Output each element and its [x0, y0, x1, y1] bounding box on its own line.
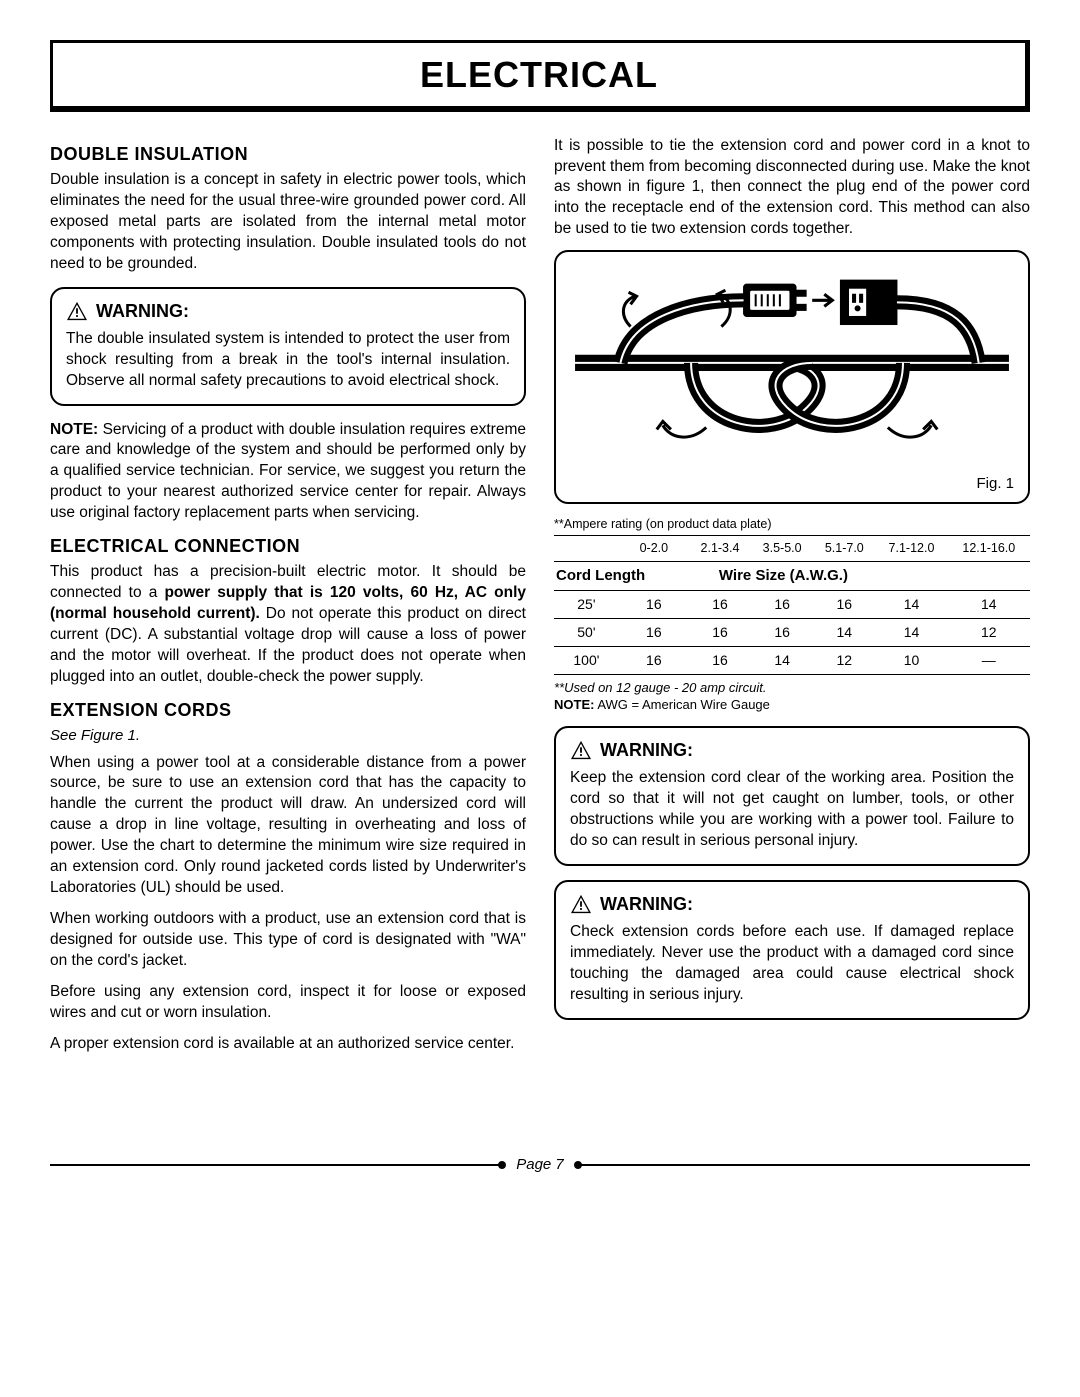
warning-icon [570, 894, 592, 914]
para-ext-4: A proper extension cord is available at … [50, 1034, 526, 1055]
content-columns: DOUBLE INSULATION Double insulation is a… [50, 136, 1030, 1065]
warning-icon [570, 740, 592, 760]
warning-box-2: WARNING: Keep the extension cord clear o… [554, 726, 1030, 866]
cord-length-header: Cord Length [554, 562, 689, 591]
page-title-box: ELECTRICAL [50, 40, 1030, 112]
table-row: 25'161616161414 [554, 591, 1030, 619]
warning-header-3: WARNING: [570, 892, 1014, 916]
figure-1-label: Fig. 1 [570, 474, 1014, 494]
warning-body-3: Check extension cords before each use. I… [570, 922, 1014, 1006]
warning-label-3: WARNING: [600, 892, 693, 916]
para-ext-3: Before using any extension cord, inspect… [50, 982, 526, 1024]
para-knot: It is possible to tie the extension cord… [554, 136, 1030, 241]
table-footnote-2: NOTE: AWG = American Wire Gauge [554, 696, 1030, 714]
warning-body-2: Keep the extension cord clear of the wor… [570, 768, 1014, 852]
table-row: 50'161616141412 [554, 619, 1030, 647]
ampere-note: **Ampere rating (on product data plate) [554, 516, 1030, 533]
wire-size-table: 0-2.0 2.1-3.4 3.5-5.0 5.1-7.0 7.1-12.0 1… [554, 535, 1030, 675]
heading-extension-cords: EXTENSION CORDS [50, 698, 526, 722]
cord-knot-illustration [570, 266, 1014, 468]
heading-double-insulation: DOUBLE INSULATION [50, 142, 526, 166]
para-ext-1: When using a power tool at a considerabl… [50, 753, 526, 899]
para-electrical-connection: This product has a precision-built elect… [50, 562, 526, 688]
page-footer: Page 7 [50, 1155, 1030, 1175]
note-paragraph: NOTE: Servicing of a product with double… [50, 420, 526, 525]
note-lead: NOTE: [50, 421, 98, 438]
table-footnote-1: **Used on 12 gauge - 20 amp circuit. [554, 679, 1030, 697]
wire-size-header: Wire Size (A.W.G.) [689, 562, 1030, 591]
para-ext-2: When working outdoors with a product, us… [50, 909, 526, 972]
warning-body-1: The double insulated system is intended … [66, 329, 510, 392]
page-number: Page 7 [516, 1155, 564, 1175]
figure-1-box: Fig. 1 [554, 250, 1030, 504]
note-body: Servicing of a product with double insul… [50, 421, 526, 522]
warning-header-1: WARNING: [66, 299, 510, 323]
right-column: It is possible to tie the extension cord… [554, 136, 1030, 1065]
warning-header-2: WARNING: [570, 738, 1014, 762]
footer-rule-right [578, 1164, 1030, 1166]
warning-box-1: WARNING: The double insulated system is … [50, 287, 526, 406]
table-row: 100'1616141210— [554, 647, 1030, 675]
page-title: ELECTRICAL [53, 51, 1025, 100]
amp-range-row: 0-2.0 2.1-3.4 3.5-5.0 5.1-7.0 7.1-12.0 1… [554, 536, 1030, 562]
warning-label-2: WARNING: [600, 738, 693, 762]
para-double-insulation: Double insulation is a concept in safety… [50, 170, 526, 275]
table-header-row: Cord Length Wire Size (A.W.G.) [554, 562, 1030, 591]
warning-label-1: WARNING: [96, 299, 189, 323]
left-column: DOUBLE INSULATION Double insulation is a… [50, 136, 526, 1065]
footer-rule-left [50, 1164, 502, 1166]
warning-box-3: WARNING: Check extension cords before ea… [554, 880, 1030, 1020]
warning-icon [66, 301, 88, 321]
heading-electrical-connection: ELECTRICAL CONNECTION [50, 534, 526, 558]
see-figure-ref: See Figure 1. [50, 726, 526, 746]
